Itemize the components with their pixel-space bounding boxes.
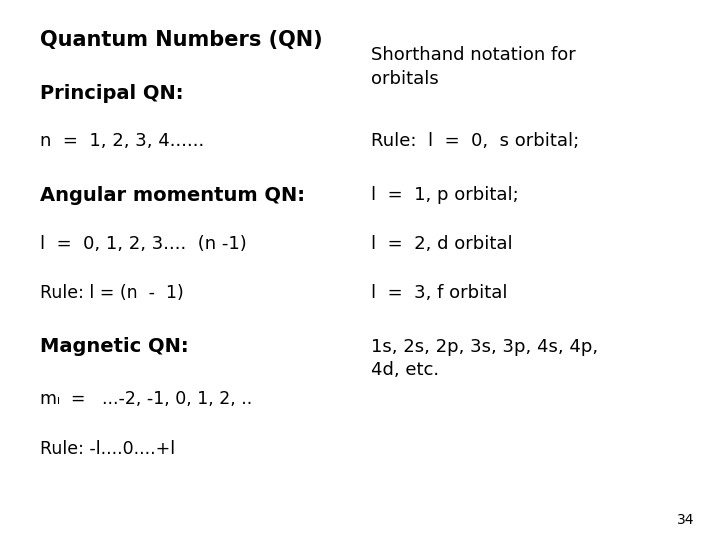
Text: l  =  3, f orbital: l = 3, f orbital [371,284,508,301]
Text: l  =  2, d orbital: l = 2, d orbital [371,235,513,253]
Text: l  =  0, 1, 2, 3....  (n -1): l = 0, 1, 2, 3.... (n -1) [40,235,246,253]
Text: Quantum Numbers (QN): Quantum Numbers (QN) [40,30,323,50]
Text: 34: 34 [678,512,695,526]
Text: 1s, 2s, 2p, 3s, 3p, 4s, 4p,
4d, etc.: 1s, 2s, 2p, 3s, 3p, 4s, 4p, 4d, etc. [371,338,598,379]
Text: l  =  1, p orbital;: l = 1, p orbital; [371,186,518,204]
Text: Rule:  l  =  0,  s orbital;: Rule: l = 0, s orbital; [371,132,579,150]
Text: mₗ  =   ...-2, -1, 0, 1, 2, ..: mₗ = ...-2, -1, 0, 1, 2, .. [40,390,252,408]
Text: Rule: l = (n  -  1): Rule: l = (n - 1) [40,284,184,301]
Text: Angular momentum QN:: Angular momentum QN: [40,186,305,205]
Text: Shorthand notation for
orbitals: Shorthand notation for orbitals [371,46,575,87]
Text: Principal QN:: Principal QN: [40,84,183,103]
Text: n  =  1, 2, 3, 4......: n = 1, 2, 3, 4...... [40,132,204,150]
Text: Magnetic QN:: Magnetic QN: [40,338,188,356]
Text: Rule: -l....0....+l: Rule: -l....0....+l [40,440,175,458]
